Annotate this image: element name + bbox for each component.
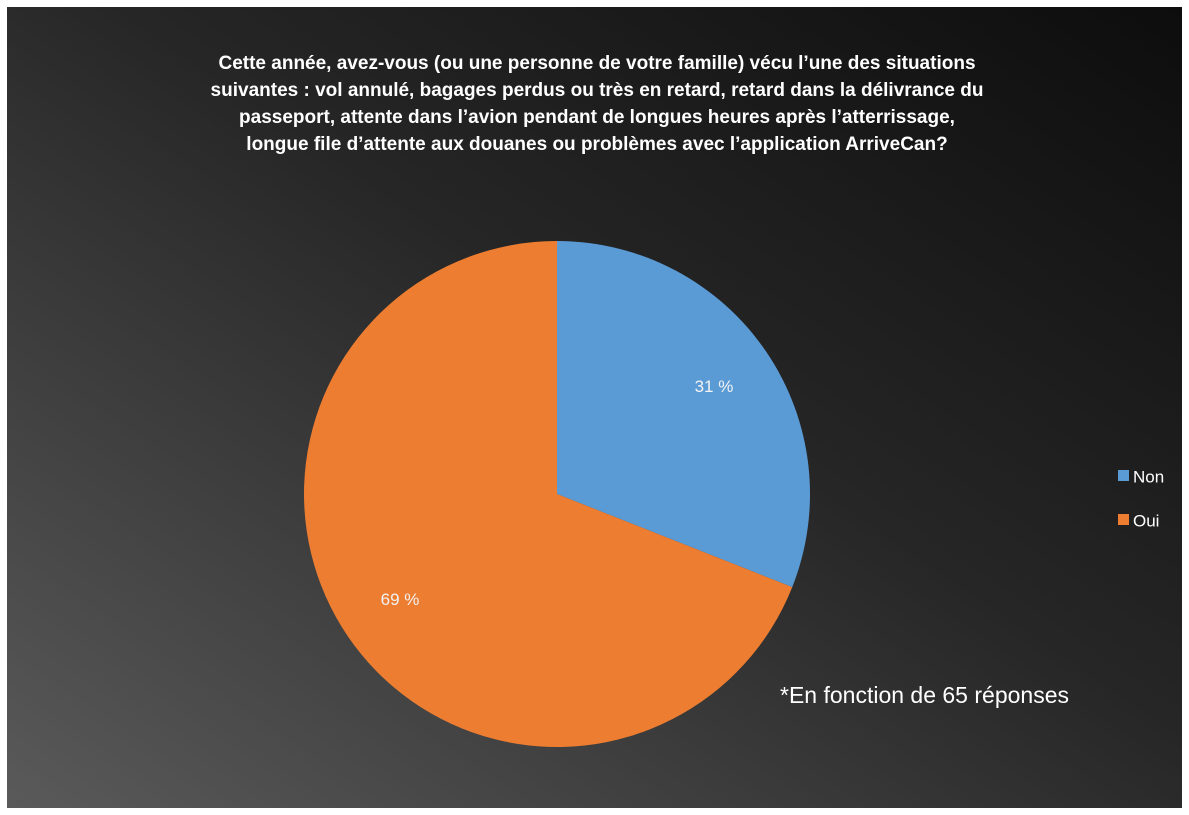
- legend-label: Non: [1133, 467, 1164, 486]
- pie-slice: [304, 241, 793, 747]
- chart-title: Cette année, avez-vous (ou une personne …: [210, 53, 984, 155]
- legend-swatch: [1118, 470, 1129, 481]
- pie-slice: [557, 241, 810, 588]
- legend-swatch: [1118, 514, 1129, 525]
- annotation: *En fonction de 65 réponses: [780, 682, 1069, 708]
- data-label: 31 %: [695, 377, 734, 396]
- legend-label: Oui: [1133, 511, 1159, 530]
- data-label: 69 %: [381, 590, 420, 609]
